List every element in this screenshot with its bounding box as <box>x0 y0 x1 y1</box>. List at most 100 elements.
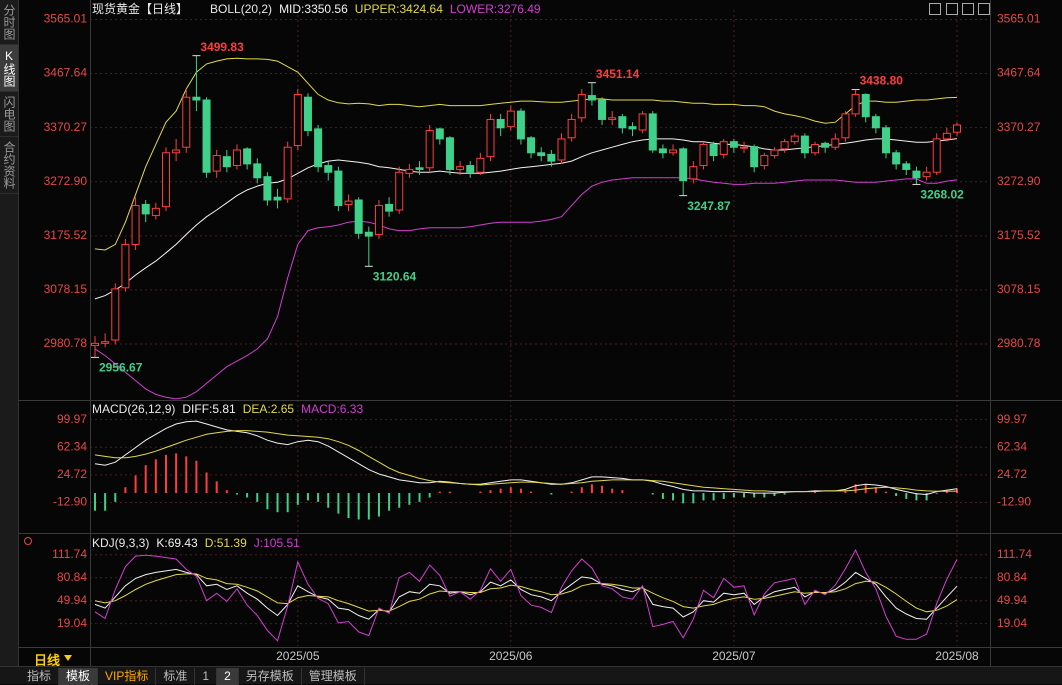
indicator-label: K: <box>156 536 168 550</box>
y-tick-label-right: 62.34 <box>997 439 1027 453</box>
candle-body <box>101 341 110 344</box>
candle-body <box>395 171 404 211</box>
price-annotation: 3499.83 <box>200 40 244 54</box>
icon-button[interactable] <box>978 3 990 15</box>
icon-button[interactable] <box>929 3 941 15</box>
y-tick-label-right: 80.84 <box>997 570 1027 584</box>
indicator-reading: DEA:2.65 <box>243 402 294 416</box>
candle-body <box>344 200 353 205</box>
toolbar-button[interactable]: 1 <box>195 668 218 685</box>
y-tick-label: 49.94 <box>57 593 87 607</box>
candle-body <box>283 146 292 200</box>
y-tick-label-right: 3078.15 <box>997 282 1041 296</box>
indicator-reading: UPPER:3424.64 <box>355 2 443 16</box>
indicator-value: 3276.49 <box>497 2 541 16</box>
indicator-header: KDJ(9,3,3) K:69.43 D:51.39 J:105.51 <box>92 535 307 551</box>
indicator-reading: DIFF:5.81 <box>182 402 235 416</box>
candle-body <box>608 117 617 120</box>
marks-layer <box>91 55 961 642</box>
chart: 2025/05 2025/06 2025/07 2025/08 3565.01 3565.… <box>0 0 1062 666</box>
window-icons <box>24 3 990 661</box>
toolbar-button[interactable]: 模板 <box>59 668 99 685</box>
candle-body <box>871 116 880 129</box>
candle-body <box>669 149 678 154</box>
icon-button[interactable] <box>946 3 958 15</box>
toolbar-button[interactable]: 另存模板 <box>239 668 302 685</box>
indicator-header: 现货黄金【日线】 BOLL(20,2) MID:3350.56 UPPER:3424.… <box>92 1 548 17</box>
candle-body <box>466 165 475 173</box>
indicator-label: DIFF: <box>182 402 213 416</box>
price-annotation: 3120.64 <box>373 269 417 283</box>
candle-body <box>932 138 941 173</box>
indicator-value: 2.65 <box>270 402 295 416</box>
indicator-label: J: <box>253 536 264 550</box>
candle-body <box>729 141 738 148</box>
side-tab[interactable]: 合约资料 <box>0 137 18 194</box>
period-selector[interactable]: 日线 <box>34 653 61 668</box>
indicator-line <box>94 430 958 493</box>
indicator-reading: J:105.51 <box>254 536 300 550</box>
frame <box>18 0 1062 666</box>
indicator-name: BOLL(20,2) <box>210 2 273 16</box>
toolbar-button[interactable]: 2 <box>217 668 239 685</box>
candle-body <box>577 93 586 119</box>
y-tick-label-right: 49.94 <box>997 593 1027 607</box>
y-tick-label: 2980.78 <box>44 336 88 350</box>
candle-body <box>182 96 191 148</box>
candle-body <box>537 152 546 157</box>
candle-body <box>91 342 99 347</box>
instrument-title: 现货黄金【日线】 <box>92 2 189 16</box>
side-tab[interactable]: 闪电图 <box>0 92 18 137</box>
candle-body <box>658 148 667 154</box>
candle-body <box>314 128 323 168</box>
candle-body <box>141 203 150 215</box>
candle-body <box>628 126 637 130</box>
candle-body <box>385 203 394 212</box>
background <box>0 0 1062 666</box>
candle-body <box>192 96 201 101</box>
indicator-label: MID: <box>279 2 305 16</box>
candle-body <box>679 148 688 182</box>
side-tab[interactable]: 分时图 <box>0 0 18 45</box>
candle-body <box>161 152 170 208</box>
candle-body <box>354 199 363 234</box>
period-dropdown-arrow[interactable] <box>64 655 72 661</box>
candle-body <box>151 207 160 217</box>
x-tick-label: 2025/07 <box>712 649 756 663</box>
toolbar-button[interactable]: VIP指标 <box>98 668 157 685</box>
toolbar-button[interactable]: 标准 <box>156 668 196 685</box>
candle-body <box>760 155 769 167</box>
y-tick-label: 80.84 <box>57 570 87 584</box>
candle-body <box>750 146 759 168</box>
candle-body <box>851 93 860 115</box>
candle-body <box>516 110 525 140</box>
candle-body <box>587 95 596 101</box>
candle-body <box>324 165 333 173</box>
candle-body <box>445 137 454 170</box>
candle-body <box>638 113 647 131</box>
candle-body <box>506 110 515 128</box>
candle-body <box>121 243 130 289</box>
candle-body <box>232 149 241 167</box>
y-tick-label-right: 3370.27 <box>997 120 1041 134</box>
toolbar-button[interactable]: 管理模板 <box>302 668 365 685</box>
indicator-line <box>94 57 958 251</box>
indicator-reading: MACD:6.33 <box>301 402 363 416</box>
y-tick-label-right: 3565.01 <box>997 12 1041 26</box>
icon-button[interactable] <box>962 3 974 15</box>
toolbar: 指标 模板 VIP指标 标准 1 2 另存模板 管理模板 <box>0 666 1062 685</box>
candle-body <box>841 113 850 139</box>
indicator-label: D: <box>204 536 217 550</box>
y-tick-label-right: 111.74 <box>997 547 1032 561</box>
candle-body <box>293 93 302 147</box>
toolbar-button[interactable]: 指标 <box>20 668 60 685</box>
candle-body <box>892 152 901 165</box>
candle-body <box>689 166 698 180</box>
candle-body <box>202 99 211 173</box>
indicator-value: 51.39 <box>216 536 247 550</box>
side-tab[interactable]: K线图 <box>0 45 18 92</box>
indicator-reading: D:51.39 <box>205 536 247 550</box>
side-tabs: 分时图 K线图 闪电图 合约资料 <box>0 0 19 666</box>
candle-body <box>456 166 465 170</box>
candle-body <box>953 124 961 133</box>
